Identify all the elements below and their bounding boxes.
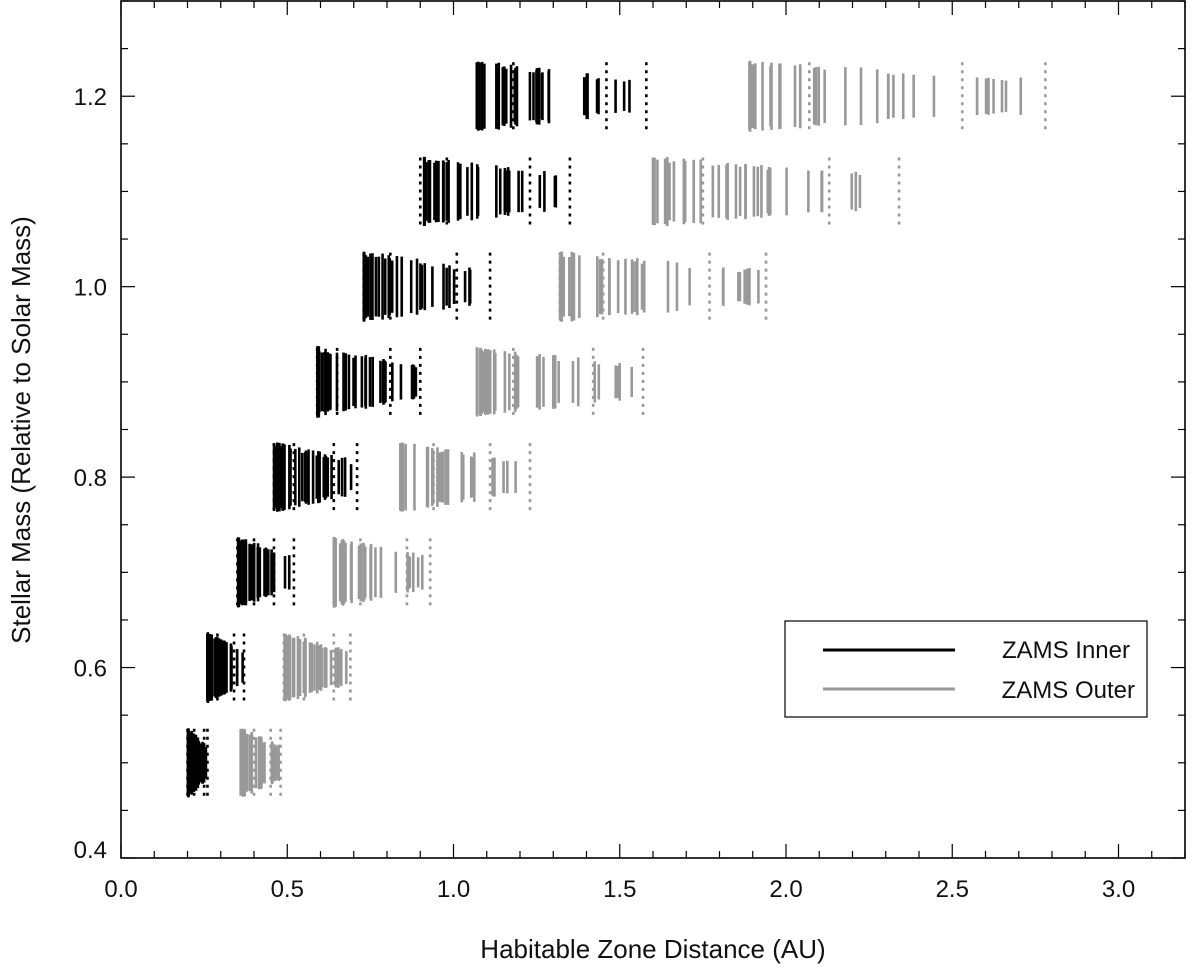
legend: ZAMS Inner ZAMS Outer <box>784 620 1148 718</box>
x-axis-title: Habitable Zone Distance (AU) <box>480 934 825 964</box>
legend-label-inner: ZAMS Inner <box>1002 637 1130 664</box>
tick-labels: 0.0 0.5 1.0 1.5 2.0 2.5 3.0 0.4 0.6 0.8 1.0 1.2 <box>74 84 1136 903</box>
y-tick-label: 0.6 <box>74 656 107 683</box>
x-tick-label: 0.0 <box>104 876 137 903</box>
x-tick-label: 2.5 <box>936 876 969 903</box>
legend-box <box>784 620 1148 718</box>
axis-ticks <box>120 0 1186 859</box>
y-axis-title: Stellar Mass (Relative to Solar Mass) <box>6 216 36 644</box>
legend-label-outer: ZAMS Outer <box>1002 677 1135 704</box>
y-tick-label: 0.8 <box>74 465 107 492</box>
y-tick-label: 0.4 <box>74 837 107 864</box>
x-tick-label: 1.5 <box>603 876 636 903</box>
x-tick-label: 3.0 <box>1102 876 1135 903</box>
y-tick-label: 1.2 <box>74 84 107 111</box>
x-tick-label: 0.5 <box>271 876 304 903</box>
data-marks <box>186 60 1047 798</box>
x-tick-label: 1.0 <box>437 876 470 903</box>
y-tick-label: 1.0 <box>74 275 107 302</box>
x-tick-label: 2.0 <box>769 876 802 903</box>
